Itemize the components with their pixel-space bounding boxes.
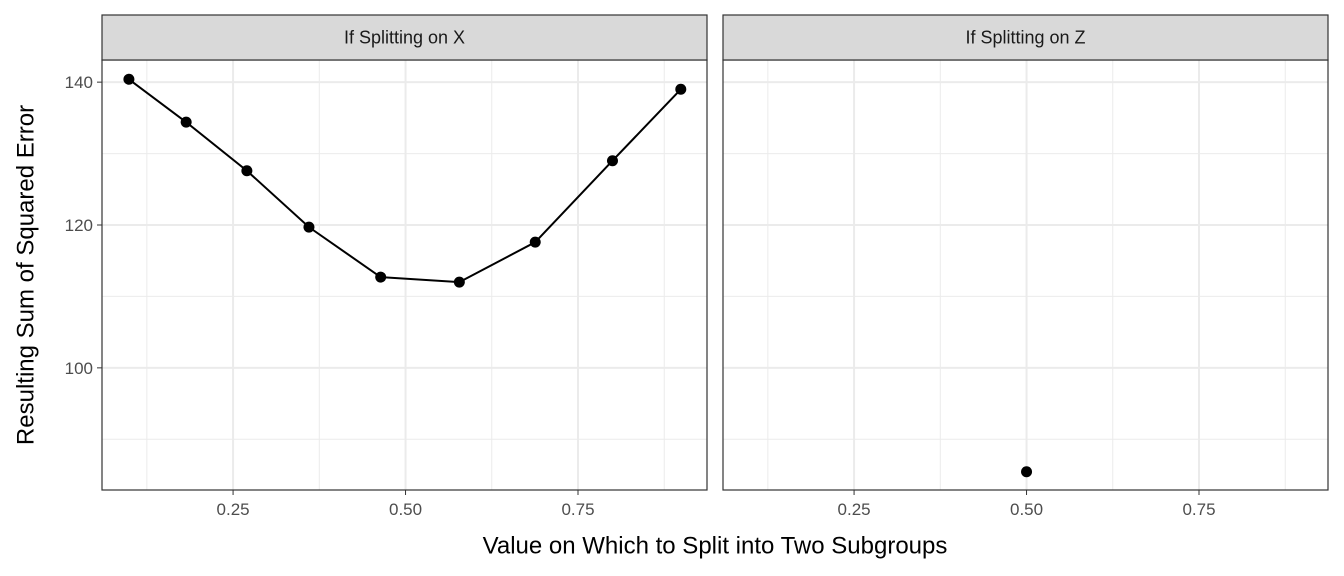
point (180, 116, 192, 128)
point (606, 155, 618, 167)
point (375, 271, 387, 283)
strip (101, 14, 708, 61)
strip (722, 14, 1329, 61)
point (303, 221, 315, 233)
x-tick-label: 0.75 (1182, 500, 1215, 519)
y-tick-label: 100 (65, 359, 93, 378)
panel-background (102, 60, 707, 490)
y-tick-label: 140 (65, 73, 93, 92)
x-tick-label: 0.75 (561, 500, 594, 519)
panel-background (723, 60, 1328, 490)
point (675, 83, 687, 95)
y-tick-label: 120 (65, 216, 93, 235)
point (529, 236, 541, 248)
strip-title: If Splitting on Z (965, 28, 1085, 48)
y-axis-title: Resulting Sum of Squared Error (12, 105, 39, 445)
point (241, 165, 253, 177)
point (123, 73, 135, 85)
strip-title: If Splitting on X (344, 28, 465, 48)
point (1021, 466, 1033, 478)
x-tick-label: 0.50 (389, 500, 422, 519)
point (453, 276, 465, 288)
x-tick-label: 0.25 (217, 500, 250, 519)
x-tick-label: 0.25 (838, 500, 871, 519)
x-tick-label: 0.50 (1010, 500, 1043, 519)
x-axis-title: Value on Which to Split into Two Subgrou… (483, 532, 948, 559)
